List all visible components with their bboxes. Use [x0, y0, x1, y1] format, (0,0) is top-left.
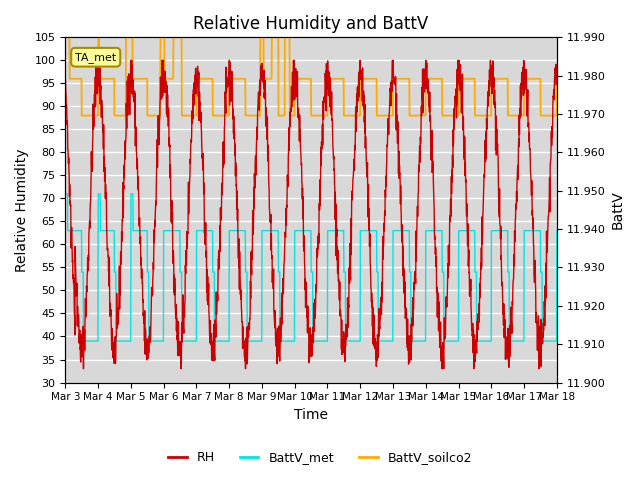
Y-axis label: BattV: BattV	[611, 191, 625, 229]
Legend: RH, BattV_met, BattV_soilco2: RH, BattV_met, BattV_soilco2	[163, 446, 477, 469]
Y-axis label: Relative Humidity: Relative Humidity	[15, 148, 29, 272]
Title: Relative Humidity and BattV: Relative Humidity and BattV	[193, 15, 429, 33]
X-axis label: Time: Time	[294, 408, 328, 422]
Text: TA_met: TA_met	[75, 52, 116, 63]
